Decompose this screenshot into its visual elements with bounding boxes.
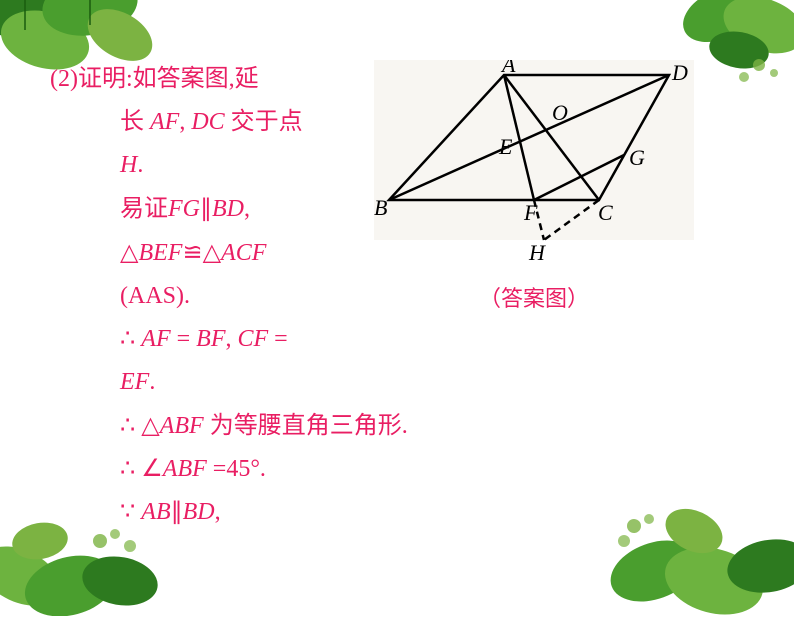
geometry-figure: A D B C O E F G H （答案图） bbox=[374, 60, 694, 313]
label-d: D bbox=[671, 60, 688, 85]
label-h: H bbox=[528, 240, 546, 265]
proof-line-8: EF. bbox=[120, 361, 744, 404]
proof-line-11: ∵ AB∥BD, bbox=[120, 491, 744, 534]
label-b: B bbox=[374, 195, 387, 220]
label-e: E bbox=[498, 134, 513, 159]
label-g: G bbox=[629, 145, 645, 170]
proof-line-9: ∴ △ABF 为等腰直角三角形. bbox=[120, 405, 744, 448]
proof-line-10: ∴ ∠ABF =45°. bbox=[120, 448, 744, 491]
figure-caption: （答案图） bbox=[374, 281, 694, 313]
label-f: F bbox=[523, 200, 538, 225]
label-c: C bbox=[598, 200, 613, 225]
label-o: O bbox=[552, 100, 568, 125]
label-a: A bbox=[500, 60, 516, 77]
proof-line-7: ∴ AF = BF, CF = bbox=[120, 318, 744, 361]
